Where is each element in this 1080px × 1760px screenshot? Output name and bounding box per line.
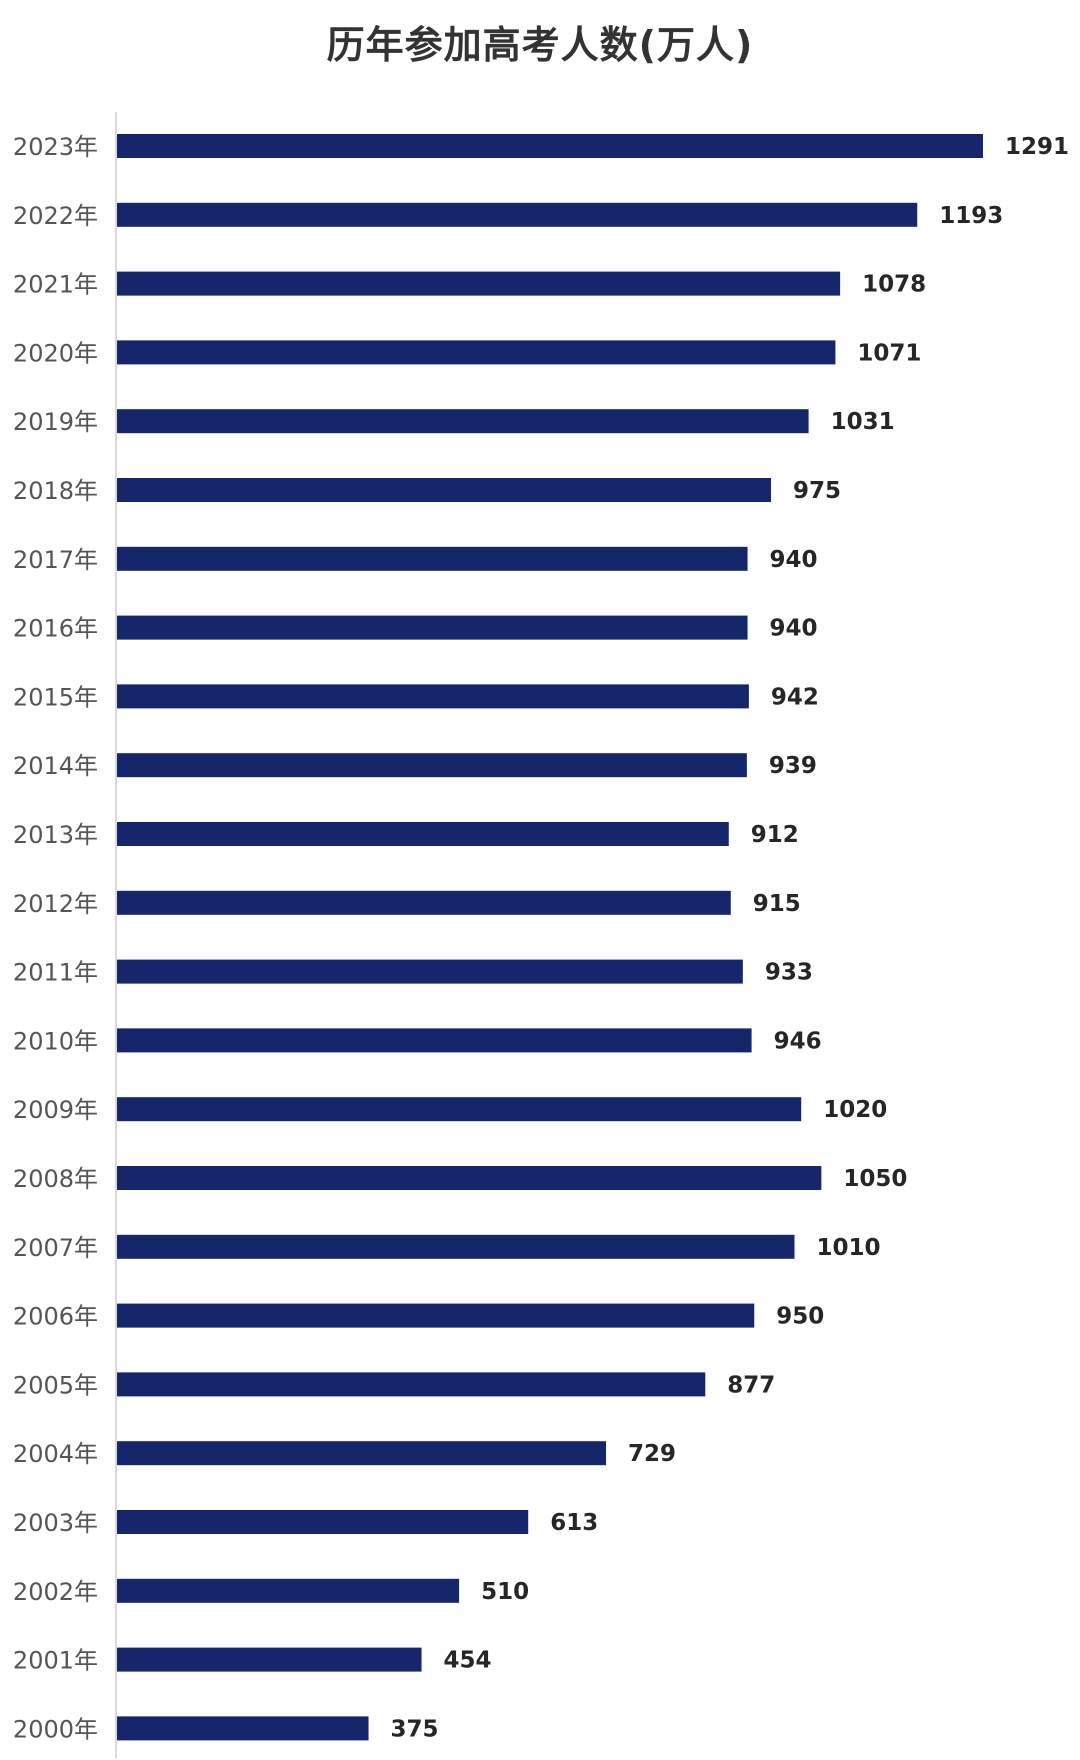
- value-label: 942: [771, 684, 819, 710]
- category-label: 2016年: [13, 615, 98, 643]
- bar: [117, 959, 743, 984]
- category-label: 2009年: [13, 1096, 98, 1124]
- value-label: 1010: [817, 1235, 881, 1261]
- category-label: 2013年: [13, 821, 98, 849]
- bar: [117, 202, 918, 227]
- bar: [117, 1510, 529, 1534]
- value-label: 1031: [831, 409, 895, 435]
- value-label: 1193: [939, 203, 1003, 229]
- value-label: 912: [751, 822, 799, 848]
- category-label: 2015年: [13, 683, 98, 711]
- value-label: 933: [765, 960, 813, 986]
- category-label: 2020年: [13, 339, 98, 367]
- bar: [117, 1647, 422, 1672]
- value-label: 1071: [857, 340, 921, 366]
- bar: [117, 684, 749, 709]
- category-label: 2005年: [13, 1371, 98, 1399]
- category-label: 2012年: [13, 890, 98, 918]
- value-label: 1050: [843, 1166, 907, 1192]
- bar: [117, 1028, 752, 1053]
- bar: [117, 1097, 802, 1122]
- bar: [117, 546, 748, 571]
- category-label: 2004年: [13, 1440, 98, 1468]
- value-label: 375: [391, 1716, 439, 1742]
- bar: [117, 271, 841, 296]
- category-label: 2014年: [13, 752, 98, 780]
- bar: [117, 1166, 822, 1190]
- value-label: 950: [776, 1304, 824, 1330]
- value-label: 915: [753, 891, 801, 917]
- value-label: 975: [793, 478, 841, 504]
- category-label: 2018年: [13, 477, 98, 505]
- value-label: 454: [444, 1648, 492, 1674]
- value-label: 939: [769, 753, 817, 779]
- value-label: 729: [628, 1441, 676, 1467]
- category-label: 2007年: [13, 1234, 98, 1262]
- category-label: 2002年: [13, 1578, 98, 1606]
- category-label: 2003年: [13, 1509, 98, 1537]
- value-label: 1078: [862, 272, 926, 298]
- value-label: 1020: [823, 1097, 887, 1123]
- value-label: 946: [774, 1028, 822, 1054]
- category-label: 2001年: [13, 1647, 98, 1675]
- category-label: 2006年: [13, 1303, 98, 1331]
- category-label: 2017年: [13, 546, 98, 574]
- bar: [117, 615, 748, 640]
- bar: [117, 1441, 607, 1466]
- category-label: 2011年: [13, 959, 98, 987]
- bar: [117, 822, 729, 846]
- category-label: 2019年: [13, 408, 98, 436]
- bar: [117, 478, 772, 502]
- bar: [117, 1716, 369, 1741]
- chart-title: 历年参加高考人数(万人): [326, 23, 754, 67]
- value-label: 510: [481, 1579, 529, 1605]
- category-label: 2010年: [13, 1027, 98, 1055]
- category-label: 2008年: [13, 1165, 98, 1193]
- value-label: 1291: [1005, 134, 1069, 160]
- bar: [117, 753, 747, 778]
- category-label: 2022年: [13, 202, 98, 230]
- value-label: 940: [770, 616, 818, 642]
- bar: [117, 1578, 460, 1603]
- bar: [117, 1372, 706, 1397]
- bar: [117, 890, 731, 915]
- category-label: 2023年: [13, 133, 98, 161]
- bar: [117, 340, 836, 365]
- category-label: 2021年: [13, 271, 98, 299]
- value-label: 877: [727, 1372, 775, 1398]
- value-label: 940: [770, 547, 818, 573]
- bar: [117, 409, 809, 434]
- value-label: 613: [550, 1510, 598, 1536]
- bar: [117, 1234, 795, 1259]
- bar: [117, 134, 983, 158]
- bar: [117, 1303, 755, 1328]
- category-label: 2000年: [13, 1715, 98, 1743]
